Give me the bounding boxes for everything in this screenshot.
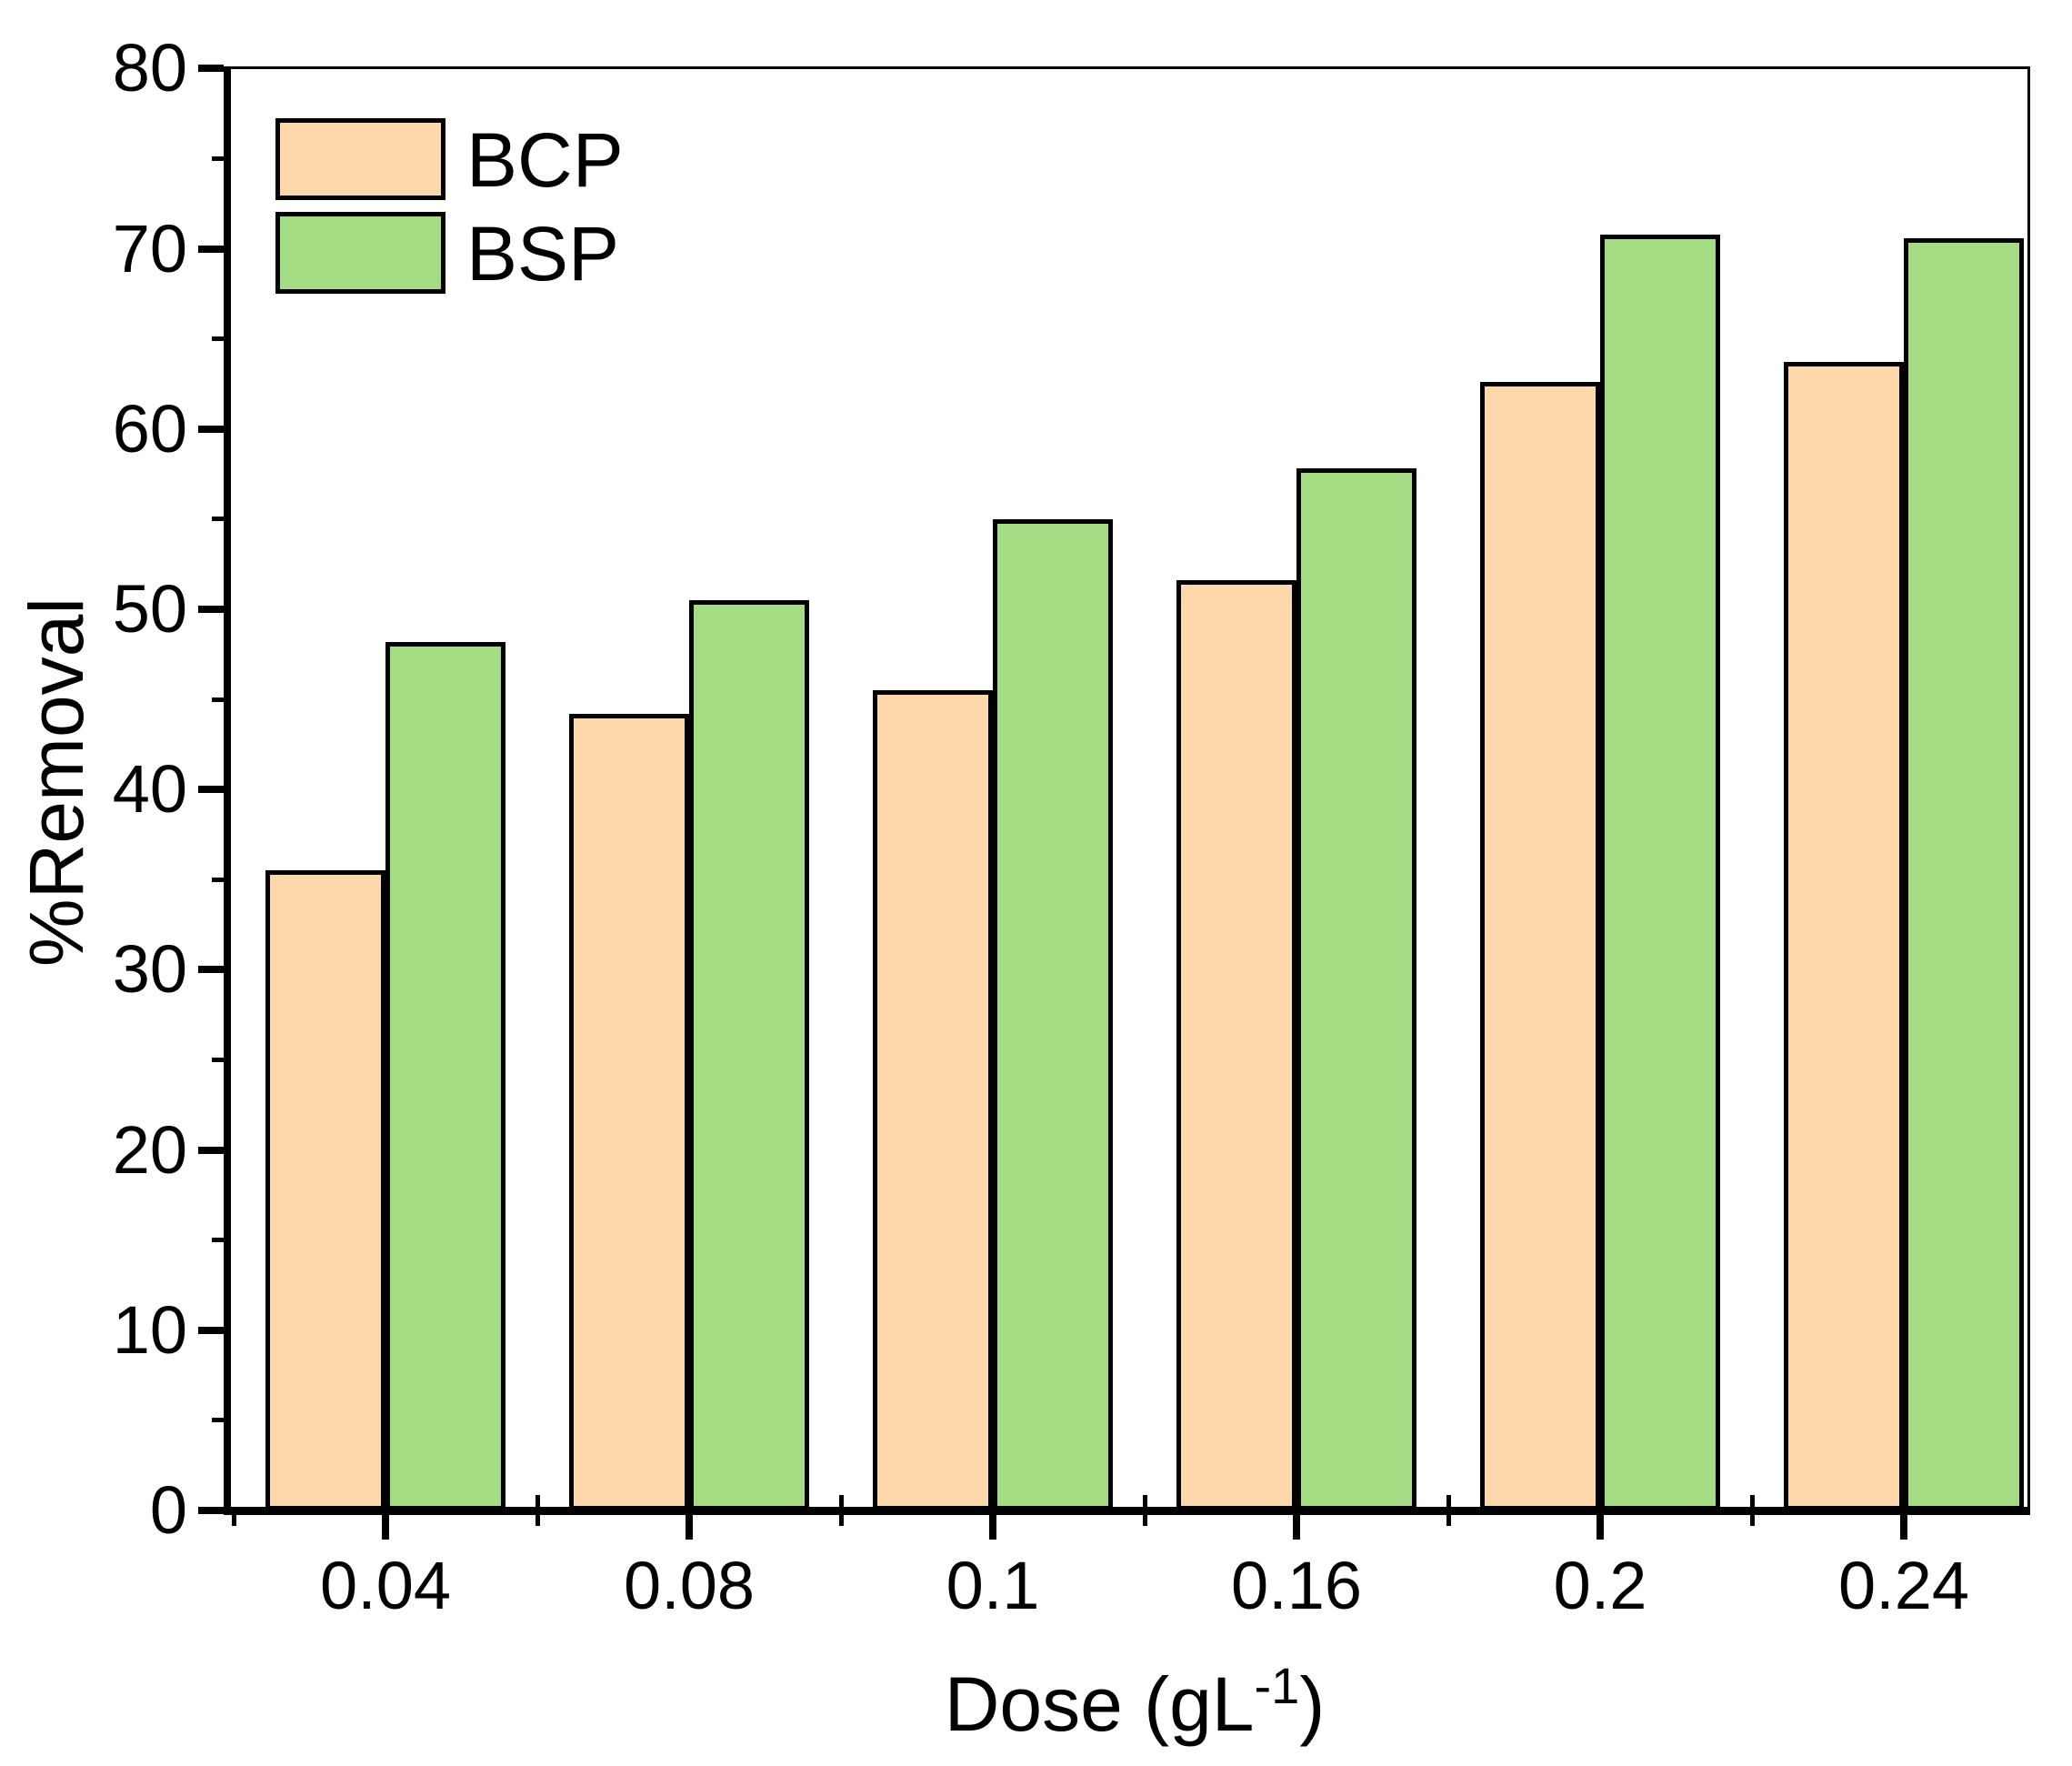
x-major-tick xyxy=(1900,1515,1907,1540)
y-major-tick xyxy=(198,786,224,793)
y-tick-label: 80 xyxy=(112,30,187,105)
y-tick-label: 10 xyxy=(112,1292,187,1368)
y-tick-label: 60 xyxy=(112,391,187,467)
legend-swatch-bcp xyxy=(275,118,445,200)
bar-bsp-0.08 xyxy=(689,600,809,1510)
x-major-tick xyxy=(1293,1515,1300,1540)
x-minor-tick xyxy=(1749,1515,1755,1526)
plot-frame-right xyxy=(2027,66,2030,1515)
x-minor-tick-inner xyxy=(838,1495,844,1507)
x-minor-tick-inner xyxy=(1142,1495,1147,1507)
y-major-tick xyxy=(198,1327,224,1334)
bar-bcp-0.2 xyxy=(1480,382,1600,1510)
x-major-tick xyxy=(686,1515,693,1540)
x-axis-title-text: Dose (gL xyxy=(944,1661,1255,1747)
x-minor-tick xyxy=(1142,1515,1147,1526)
y-axis-title: %Removal xyxy=(14,597,99,968)
y-minor-tick xyxy=(212,697,224,702)
bar-bsp-0.2 xyxy=(1600,235,1720,1510)
plot-frame-top xyxy=(224,66,2030,69)
x-tick-label: 0.2 xyxy=(1553,1548,1647,1623)
bar-bsp-0.16 xyxy=(1296,468,1416,1510)
x-minor-tick-inner xyxy=(1749,1495,1755,1507)
x-minor-tick-inner xyxy=(1446,1495,1451,1507)
x-major-tick xyxy=(1597,1515,1604,1540)
legend-swatch-bsp xyxy=(275,212,445,294)
x-minor-tick xyxy=(838,1515,844,1526)
x-tick-label: 0.1 xyxy=(946,1548,1040,1623)
x-axis-title-suffix: ) xyxy=(1299,1661,1326,1747)
bar-bsp-0.04 xyxy=(385,642,505,1510)
x-axis-title-superscript: -1 xyxy=(1254,1657,1300,1714)
x-tick-label: 0.24 xyxy=(1837,1548,1970,1623)
x-minor-tick xyxy=(1446,1515,1451,1526)
x-minor-tick xyxy=(535,1515,540,1526)
bar-bcp-0.24 xyxy=(1784,362,1904,1510)
y-major-tick xyxy=(198,966,224,973)
y-major-tick xyxy=(198,606,224,613)
x-axis-line xyxy=(224,1507,2030,1515)
bar-bcp-0.04 xyxy=(265,870,385,1510)
x-axis-title: Dose (gL-1) xyxy=(225,1661,2044,1748)
legend-label-bsp: BSP xyxy=(466,211,620,296)
y-minor-tick xyxy=(212,336,224,341)
x-minor-tick-inner xyxy=(535,1495,540,1507)
y-tick-label: 20 xyxy=(112,1112,187,1188)
y-minor-tick xyxy=(212,878,224,882)
bar-bsp-0.24 xyxy=(1904,238,2024,1510)
x-tick-label: 0.16 xyxy=(1230,1548,1363,1623)
bar-bcp-0.1 xyxy=(873,690,993,1510)
y-tick-label: 70 xyxy=(112,211,187,286)
y-minor-tick xyxy=(212,1418,224,1422)
y-major-tick xyxy=(198,246,224,253)
y-major-tick xyxy=(198,1147,224,1154)
y-tick-label: 50 xyxy=(112,571,187,647)
y-minor-tick xyxy=(212,517,224,521)
y-axis-line xyxy=(224,66,231,1515)
x-minor-tick xyxy=(231,1515,236,1526)
y-tick-label: 0 xyxy=(149,1472,187,1548)
x-tick-label: 0.08 xyxy=(623,1548,756,1623)
y-minor-tick xyxy=(212,1058,224,1062)
y-major-tick xyxy=(198,1507,224,1514)
x-major-tick xyxy=(382,1515,389,1540)
legend-label-bcp: BCP xyxy=(466,117,624,203)
x-tick-label: 0.04 xyxy=(319,1548,452,1623)
y-minor-tick xyxy=(212,156,224,161)
y-major-tick xyxy=(198,426,224,433)
bar-bsp-0.1 xyxy=(993,519,1113,1510)
bar-bcp-0.16 xyxy=(1176,580,1296,1510)
y-minor-tick xyxy=(212,1238,224,1242)
y-tick-label: 40 xyxy=(112,751,187,827)
y-tick-label: 30 xyxy=(112,931,187,1007)
x-major-tick xyxy=(989,1515,996,1540)
bar-bcp-0.08 xyxy=(569,714,689,1510)
y-major-tick xyxy=(198,65,224,72)
